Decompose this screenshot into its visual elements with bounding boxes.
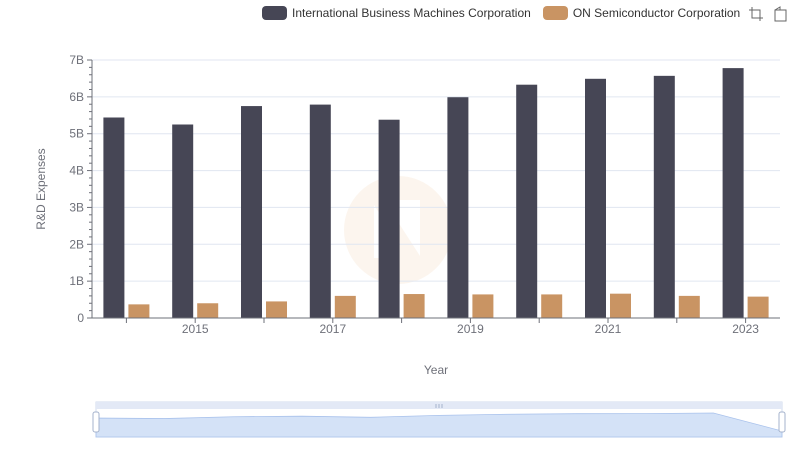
- bar-ibm-2016[interactable]: [241, 106, 262, 318]
- y-tick-label: 2B: [69, 237, 84, 251]
- legend-label-on-semi: ON Semiconductor Corporation: [572, 6, 741, 20]
- legend-swatch-ibm: [262, 6, 287, 20]
- y-tick-label: 5B: [69, 127, 84, 141]
- bar-ibm-2023[interactable]: [722, 68, 744, 318]
- bar-on-semi-2016[interactable]: [266, 301, 287, 318]
- restore-tool[interactable]: [772, 6, 788, 22]
- y-tick-label: 7B: [69, 53, 84, 67]
- y-minor-ticks: [87, 59, 92, 319]
- legend-swatch-on-semi: [542, 6, 568, 20]
- x-tick-label: 2019: [457, 322, 484, 336]
- bar-on-semi-2015[interactable]: [197, 303, 219, 318]
- bar-ibm-2015[interactable]: [172, 124, 194, 319]
- bars: [103, 68, 769, 319]
- zoom-tool[interactable]: [748, 6, 764, 22]
- y-axis: 0 1B 2B 3B 4B 5B 6B 7B: [69, 53, 93, 325]
- legend-item-on-semi[interactable]: ON Semiconductor Corporation: [542, 6, 741, 20]
- bar-ibm-2022[interactable]: [653, 75, 675, 318]
- data-zoom-slider[interactable]: [92, 401, 786, 438]
- y-tick-label: 4B: [69, 164, 84, 178]
- x-tick-label: 2017: [319, 322, 346, 336]
- bar-on-semi-2023[interactable]: [747, 296, 769, 318]
- y-tick-label: 6B: [69, 90, 84, 104]
- bar-on-semi-2017[interactable]: [334, 295, 356, 318]
- x-tick-label: 2015: [182, 322, 209, 336]
- bar-ibm-2018[interactable]: [378, 119, 400, 318]
- legend-item-ibm[interactable]: International Business Machines Corporat…: [262, 6, 531, 20]
- x-axis-title: Year: [424, 363, 448, 377]
- bar-ibm-2021[interactable]: [585, 78, 606, 318]
- y-tick-label: 1B: [69, 274, 84, 288]
- bar-ibm-2020[interactable]: [516, 84, 538, 319]
- x-axis: 2015 2017 2019 2021 2023: [92, 317, 780, 336]
- data-zoom-grip: [435, 404, 443, 408]
- bar-on-semi-2019[interactable]: [472, 294, 494, 318]
- data-zoom-left-handle[interactable]: [92, 411, 100, 433]
- bar-on-semi-2020[interactable]: [541, 294, 563, 318]
- y-tick-label: 3B: [69, 200, 84, 214]
- data-zoom-right-handle[interactable]: [778, 411, 786, 433]
- data-zoom-area: [95, 412, 783, 438]
- bar-on-semi-2018[interactable]: [403, 294, 425, 318]
- y-tick-label: 0: [77, 311, 84, 325]
- bar-on-semi-2021[interactable]: [610, 293, 631, 318]
- bar-on-semi-2014[interactable]: [128, 304, 150, 318]
- legend-label-ibm: International Business Machines Corporat…: [292, 6, 531, 20]
- zoom-icon[interactable]: [748, 6, 764, 22]
- bar-ibm-2014[interactable]: [103, 117, 125, 318]
- bar-ibm-2017[interactable]: [309, 104, 331, 319]
- bar-ibm-2019[interactable]: [447, 97, 469, 319]
- legend: International Business Machines Corporat…: [262, 4, 752, 22]
- restore-icon[interactable]: [772, 6, 788, 22]
- x-tick-label: 2021: [595, 322, 622, 336]
- y-axis-title: R&D Expenses: [34, 148, 48, 229]
- bar-on-semi-2022[interactable]: [678, 295, 700, 318]
- x-tick-label: 2023: [732, 322, 759, 336]
